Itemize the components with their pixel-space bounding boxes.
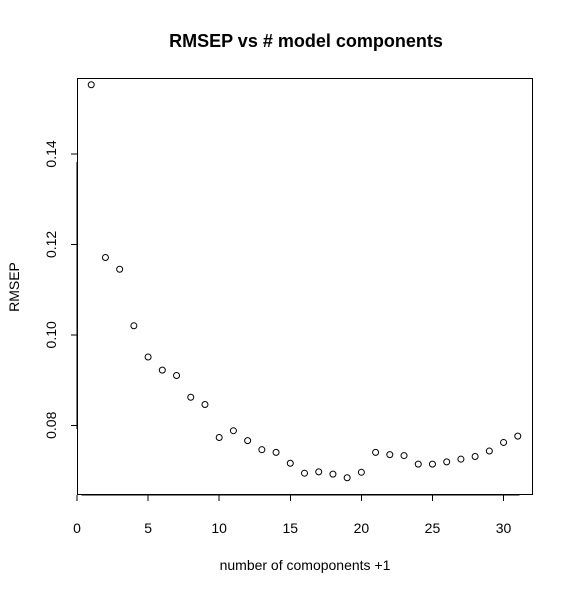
data-point <box>343 474 351 482</box>
data-point <box>187 393 195 401</box>
data-point <box>215 433 223 441</box>
y-axis: 0.08 0.10 0.12 0.14 <box>43 140 78 439</box>
x-axis: 0 5 10 15 20 25 30 <box>73 494 520 536</box>
x-tick-label: 15 <box>282 520 298 536</box>
data-point <box>229 427 237 435</box>
data-point <box>357 468 365 476</box>
data-point <box>144 353 152 361</box>
data-point <box>244 437 252 445</box>
data-point <box>428 460 436 468</box>
y-tick-label: 0.10 <box>43 321 59 348</box>
data-point <box>286 459 294 467</box>
points-layer <box>87 81 522 482</box>
data-point <box>443 458 451 466</box>
y-tick-label: 0.12 <box>43 231 59 258</box>
data-point <box>514 432 522 440</box>
data-point <box>301 469 308 477</box>
data-point <box>414 460 422 468</box>
data-point <box>500 438 508 446</box>
data-point <box>116 265 124 273</box>
x-tick-label: 0 <box>73 520 81 536</box>
data-point <box>386 451 394 459</box>
data-point <box>201 400 209 408</box>
data-point <box>101 254 109 262</box>
data-point <box>457 455 465 463</box>
data-point <box>87 81 95 89</box>
data-point <box>400 452 408 460</box>
data-point <box>485 447 493 455</box>
data-point <box>471 452 479 460</box>
data-point <box>372 448 380 456</box>
data-point <box>158 366 166 374</box>
data-point <box>315 468 323 476</box>
chart-title: RMSEP vs # model components <box>169 31 443 51</box>
data-point <box>329 470 337 478</box>
x-tick-label: 5 <box>144 520 152 536</box>
y-tick-label: 0.14 <box>43 140 59 167</box>
y-axis-label: RMSEP <box>6 262 22 312</box>
data-point <box>272 448 280 456</box>
x-tick-label: 30 <box>496 520 512 536</box>
x-tick-label: 20 <box>354 520 370 536</box>
data-point <box>130 322 138 330</box>
x-tick-label: 10 <box>211 520 227 536</box>
data-point <box>258 446 266 454</box>
y-tick-label: 0.08 <box>43 411 59 438</box>
data-point <box>173 372 181 380</box>
x-axis-label: number of comoponents +1 <box>220 557 391 573</box>
x-tick-label: 25 <box>425 520 441 536</box>
